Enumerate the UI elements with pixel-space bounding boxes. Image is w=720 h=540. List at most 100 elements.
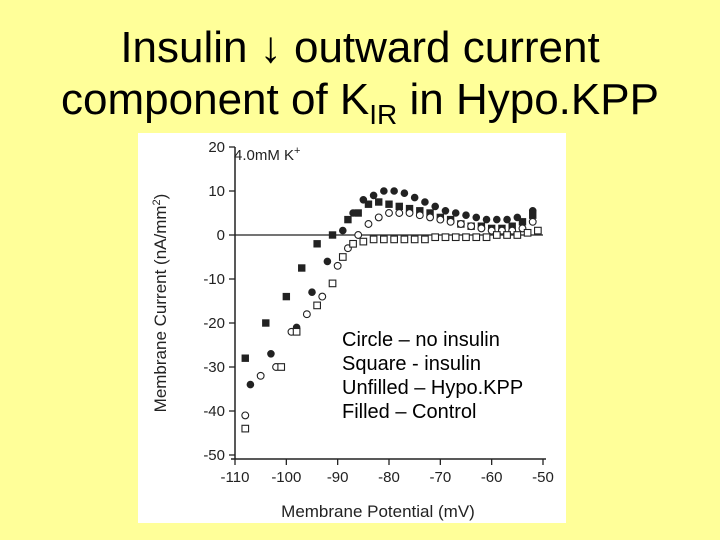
filled-square-point (375, 198, 383, 206)
filled-circle-point (308, 288, 316, 297)
x-tick-label: -60 (481, 469, 503, 486)
open-circle-point (364, 220, 373, 228)
title-text-hypokpp: in Hypo.KPP (397, 75, 659, 124)
open-circle-point (405, 209, 414, 217)
filled-circle-point (380, 187, 388, 195)
filled-circle-point (492, 215, 501, 224)
open-square-point (421, 235, 429, 244)
scatter-chart: 20 10 0 -10 -20 -30 -40 -50 -110 -100 -90 -80 -70 -60… (151, 139, 554, 521)
open-square-point (472, 233, 481, 242)
open-square-point (338, 253, 347, 261)
filled-circle-point (390, 187, 398, 195)
y-tick-label: -10 (203, 271, 225, 288)
open-square-point (431, 233, 440, 242)
filled-circle-point (431, 202, 440, 211)
open-square-point (380, 235, 388, 244)
open-square-point (390, 235, 398, 244)
y-tick-label: -30 (203, 359, 225, 376)
title-text-insulin: Insulin (120, 23, 248, 72)
legend-note-circle: Circle – no insulin (342, 329, 500, 351)
filled-square-point (518, 218, 527, 226)
x-tick-label: -100 (271, 469, 301, 486)
filled-circle-point (339, 226, 347, 235)
x-tick-label: -80 (378, 469, 400, 486)
open-square-point (513, 231, 522, 239)
open-circle-point (354, 231, 363, 239)
open-square-point (534, 226, 542, 235)
filled-square-point (385, 200, 393, 208)
open-square-point (349, 239, 357, 248)
axes (229, 146, 546, 465)
title-subscript-ir: IR (369, 99, 398, 130)
title-line-1: Insulin ↓ outward current (0, 22, 720, 74)
filled-circle-point (441, 207, 450, 215)
filled-circle-point (400, 189, 409, 197)
filled-square-point (262, 319, 270, 327)
filled-square-point (529, 211, 537, 219)
x-tick-label: -50 (532, 469, 554, 486)
down-arrow-icon: ↓ (259, 23, 282, 72)
filled-square-point (344, 215, 352, 224)
open-square-point (441, 233, 450, 242)
open-circle-point (436, 215, 445, 224)
open-square-point (369, 235, 378, 244)
open-square-point (451, 233, 460, 242)
open-square-point (359, 237, 368, 246)
y-axis-label: Membrane Current (nA/mm2) (151, 194, 170, 413)
open-square-point (328, 279, 337, 288)
filled-circle-point (246, 380, 255, 389)
filled-circle-point (369, 191, 378, 200)
y-tick-label: -20 (203, 315, 225, 332)
y-tick-label: -50 (203, 447, 225, 464)
open-square-point (400, 235, 409, 244)
y-tick-label: 0 (217, 227, 225, 244)
chart-panel: 20 10 0 -10 -20 -30 -40 -50 -110 -100 -90 -80 -70 -60… (138, 133, 566, 523)
data-marks (241, 187, 542, 433)
open-square-point (523, 228, 532, 237)
open-square-point (277, 363, 286, 371)
filled-square-point (298, 264, 306, 272)
filled-circle-point (503, 215, 511, 224)
title-text-outward-current: outward current (293, 23, 600, 72)
title-line-2: component of KIR in Hypo.KPP (0, 74, 720, 141)
title-text-component: component of K (61, 75, 370, 124)
y-tick-label: -40 (203, 403, 225, 420)
open-circle-point (385, 209, 393, 217)
filled-square-point (354, 209, 362, 217)
filled-circle-point (410, 193, 419, 202)
filled-circle-point (472, 213, 481, 222)
filled-circle-point (267, 350, 275, 358)
open-circle-point (318, 292, 327, 301)
filled-square-point (241, 354, 249, 362)
open-circle-point (528, 217, 537, 226)
open-square-point (241, 424, 250, 433)
open-circle-point (446, 217, 455, 226)
annotation-label: 4.0mM K+ (234, 145, 300, 164)
legend-note-square: Square - insulin (342, 353, 481, 375)
legend-notes: Circle – no insulin Square - insulin Unf… (342, 328, 523, 424)
open-circle-point (456, 220, 465, 228)
open-circle-point (415, 211, 424, 220)
filled-circle-point (482, 215, 491, 224)
open-circle-point (241, 411, 250, 420)
tick-labels: 20 10 0 -10 -20 -30 -40 -50 -110 -100 -90 -80 -70 -60… (203, 139, 554, 486)
open-circle-point (395, 209, 404, 217)
open-square-point (492, 231, 501, 239)
x-tick-label: -110 (221, 469, 250, 486)
legend-note-unfilled: Unfilled – Hypo.KPP (342, 377, 524, 399)
open-square-point (313, 301, 321, 310)
open-square-point (410, 235, 419, 244)
open-circle-point (374, 213, 383, 222)
filled-circle-point (421, 198, 429, 206)
y-tick-label: 20 (208, 139, 225, 156)
open-circle-point (467, 222, 476, 231)
open-square-point (292, 327, 301, 336)
filled-square-point (395, 202, 403, 211)
open-square-point (462, 233, 470, 242)
slide-title: Insulin ↓ outward current component of K… (0, 22, 720, 141)
filled-circle-point (323, 257, 332, 266)
open-circle-point (477, 224, 486, 233)
open-circle-point (333, 261, 342, 270)
filled-square-point (282, 292, 291, 301)
y-tick-label: 10 (208, 183, 225, 200)
